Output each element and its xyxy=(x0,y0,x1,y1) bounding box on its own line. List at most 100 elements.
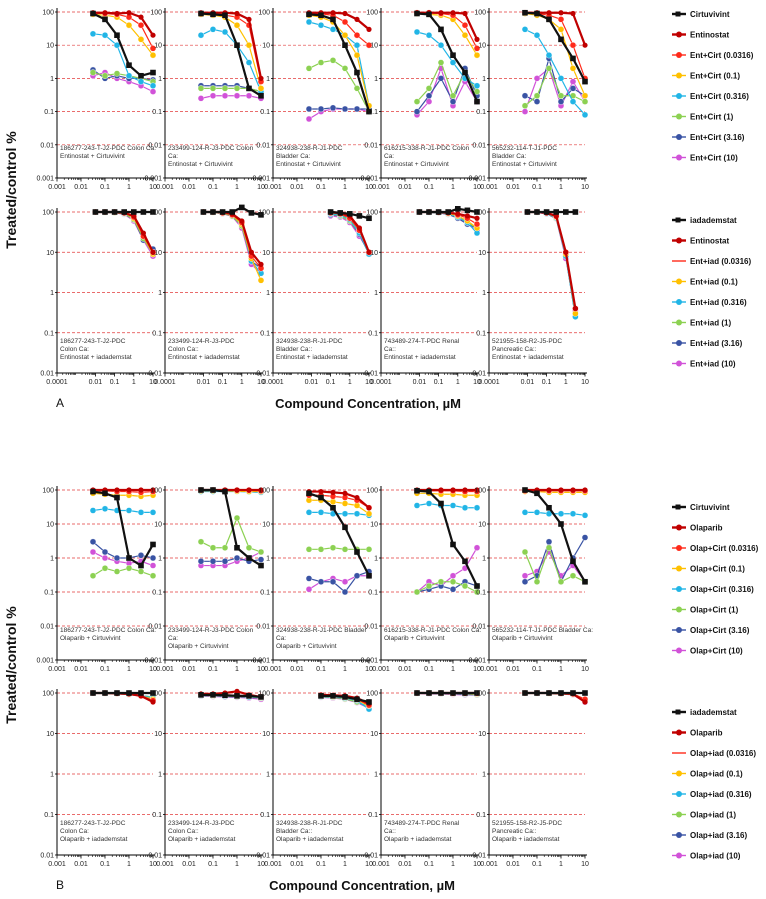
legend-label: Olaparib xyxy=(690,524,723,533)
series-Ent+iad (0.0316) xyxy=(524,208,579,312)
data-point xyxy=(581,534,589,541)
data-point xyxy=(121,209,127,215)
data-point xyxy=(330,504,336,511)
x-tick-label: 10 xyxy=(581,666,589,673)
series-iadademstat xyxy=(198,692,264,700)
legend-label: Olap+iad (3.16) xyxy=(690,831,747,840)
legend-3: iadademstat Olaparib Olap+iad (0.0316) Olap… xyxy=(672,708,756,861)
y-tick-label: 0.01 xyxy=(256,371,270,378)
x-tick-label: 0.001 xyxy=(48,666,66,673)
data-point xyxy=(413,502,421,509)
data-point xyxy=(533,92,541,99)
legend-label: Ent+iad (10) xyxy=(690,360,736,369)
data-point xyxy=(248,210,255,216)
x-tick-label: 0.1 xyxy=(532,184,542,191)
y-tick-label: 0.1 xyxy=(152,812,162,819)
x-tick-label: 1 xyxy=(456,379,460,386)
data-point xyxy=(246,16,252,22)
data-point xyxy=(543,209,550,215)
legend-marker xyxy=(676,134,682,140)
y-tick-label: 0.001 xyxy=(36,658,54,665)
series-Cirtuvivint xyxy=(90,10,156,79)
data-point xyxy=(138,562,144,569)
data-point xyxy=(464,207,471,214)
y-tick-label: 10 xyxy=(370,250,378,257)
series-Olap+Cirt (1) xyxy=(413,578,481,596)
data-point xyxy=(102,16,108,23)
data-point xyxy=(330,16,336,23)
data-point xyxy=(366,572,372,579)
x-tick-label: 0.001 xyxy=(156,666,174,673)
data-point xyxy=(545,510,553,517)
x-tick-label: 0.001 xyxy=(264,666,282,673)
x-tick-label: 1 xyxy=(235,861,239,868)
legend-label: Olap+Cirt (3.16) xyxy=(690,626,750,635)
data-point xyxy=(221,544,229,551)
data-point xyxy=(425,500,433,507)
data-point xyxy=(306,490,312,497)
y-tick-label: 1 xyxy=(158,556,162,563)
data-point xyxy=(450,541,456,548)
y-tick-label: 0.01 xyxy=(364,853,378,860)
data-point xyxy=(365,42,373,49)
data-point xyxy=(462,558,468,565)
data-point xyxy=(140,209,147,215)
data-point xyxy=(138,487,144,493)
panel-annotation: Colon Ca:: xyxy=(168,828,199,835)
x-tick-label: 0.001 xyxy=(264,861,282,868)
series-Olap+Cirt (0.316) xyxy=(89,505,157,516)
series-iadademstat xyxy=(416,206,480,215)
x-tick-label: 0.01 xyxy=(521,379,535,386)
y-tick-label: 0.1 xyxy=(476,812,486,819)
data-point xyxy=(101,72,109,79)
data-point xyxy=(219,209,226,215)
legend-label: Entinostat xyxy=(690,237,729,246)
y-tick-label: 10 xyxy=(370,522,378,529)
data-point xyxy=(582,42,588,48)
data-point xyxy=(414,690,420,696)
data-point xyxy=(131,209,137,215)
series-Ent+iad (0.316) xyxy=(524,208,579,320)
x-tick-label: 0.1 xyxy=(532,861,542,868)
series-Cirtuvivint xyxy=(306,11,372,115)
x-tick-label: 0.01 xyxy=(197,379,211,386)
data-point xyxy=(125,22,133,29)
data-point xyxy=(437,75,445,82)
data-point xyxy=(341,546,349,553)
data-point xyxy=(569,98,577,105)
y-tick-label: 1 xyxy=(50,772,54,779)
series-iadademstat xyxy=(200,204,264,218)
data-point xyxy=(318,693,324,699)
data-point xyxy=(126,487,132,493)
data-point xyxy=(317,105,325,113)
x-tick-label: 0.1 xyxy=(100,861,110,868)
y-tick-label: 1 xyxy=(266,772,270,779)
data-point xyxy=(473,82,481,89)
legend-label: Ent+Cirt (3.16) xyxy=(690,133,745,142)
series-Cirtuvivint xyxy=(522,487,588,585)
legend-marker xyxy=(676,237,682,244)
data-point xyxy=(102,209,108,215)
data-point xyxy=(558,10,564,16)
x-tick-label: 10 xyxy=(473,184,481,191)
x-tick-label: 1 xyxy=(451,666,455,673)
data-point xyxy=(356,213,363,219)
y-tick-label: 100 xyxy=(474,10,486,17)
panel-annotation: Entinostat + iadademstat xyxy=(168,354,240,361)
series-Olap+Cirt (0.316) xyxy=(413,500,481,511)
data-point xyxy=(89,30,97,38)
legend-marker xyxy=(676,278,682,285)
y-tick-label: 1 xyxy=(266,556,270,563)
data-point xyxy=(337,210,343,216)
data-point xyxy=(572,305,578,312)
y-tick-label: 10 xyxy=(370,43,378,50)
data-point xyxy=(533,578,541,585)
y-tick-label: 10 xyxy=(262,43,270,50)
panel-annotation: 324938-238-R-J1-PDC xyxy=(276,338,343,345)
y-tick-label: 0.1 xyxy=(476,590,486,597)
data-point xyxy=(150,487,156,493)
